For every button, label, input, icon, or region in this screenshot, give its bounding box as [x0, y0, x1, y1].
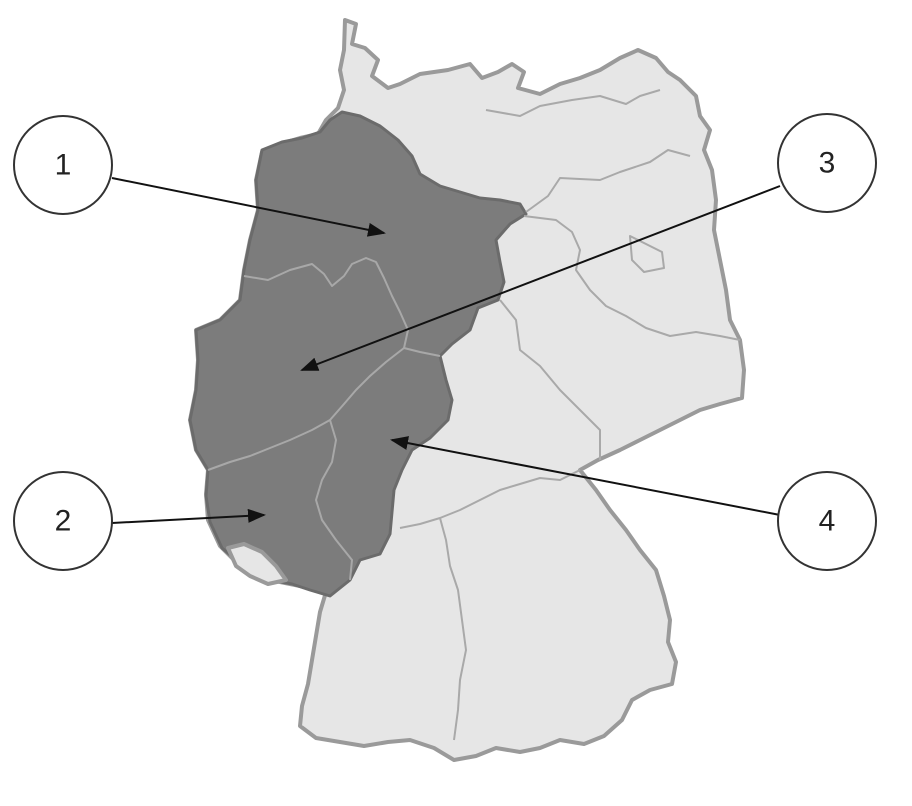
state-border-line: [629, 235, 665, 273]
state-border-line: [207, 347, 405, 471]
callout-3: 3: [777, 113, 877, 213]
callout-label: 1: [55, 149, 72, 182]
callout-circle: [13, 115, 113, 215]
state-border-line: [499, 299, 601, 460]
callout-label: 2: [55, 505, 72, 538]
state-border-line: [399, 469, 581, 529]
callout-1: 1: [13, 115, 113, 215]
callout-4: 4: [777, 471, 877, 571]
callout-label: 3: [819, 147, 836, 180]
state-border-line: [403, 347, 441, 357]
callout-2: 2: [13, 471, 113, 571]
state-border-line: [243, 257, 409, 349]
state-border-line: [439, 517, 467, 741]
callout-circle: [13, 471, 113, 571]
arrow-2: [111, 508, 266, 524]
state-border-line: [523, 215, 741, 341]
arrow-4: [390, 436, 781, 516]
saarland-region: [226, 542, 288, 586]
arrow-1: [111, 177, 386, 237]
callout-circle: [777, 471, 877, 571]
state-border-line: [525, 149, 691, 213]
state-border-line: [485, 89, 661, 117]
callout-circle: [777, 113, 877, 213]
callout-label: 4: [819, 505, 836, 538]
arrow-3: [300, 185, 781, 371]
highlighted-states-region: [188, 110, 528, 598]
state-border-line: [315, 419, 353, 581]
